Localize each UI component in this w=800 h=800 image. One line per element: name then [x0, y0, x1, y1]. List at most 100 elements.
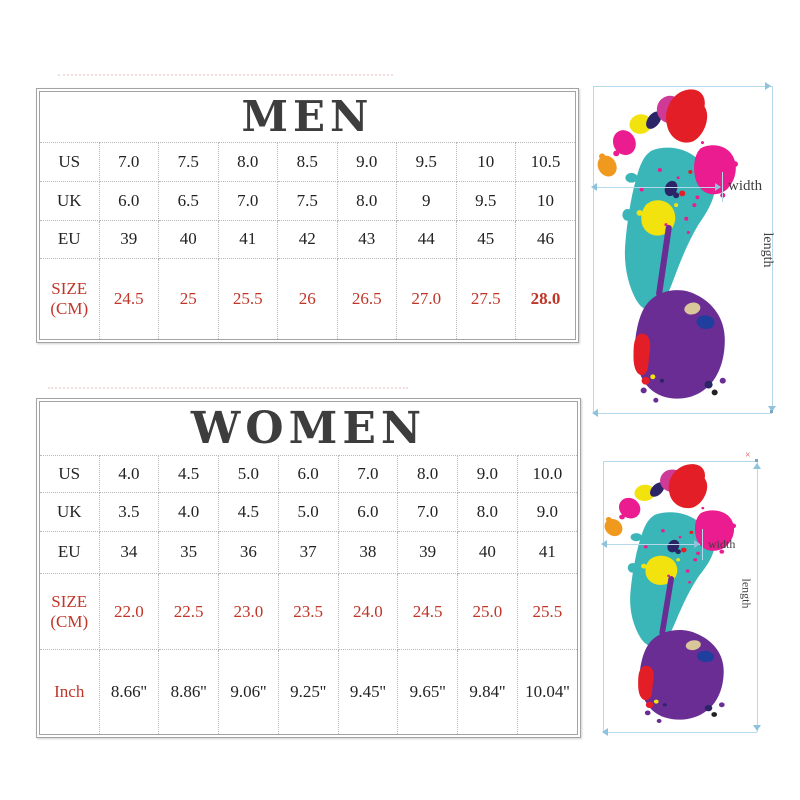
value-cell: 24.5	[397, 572, 458, 651]
row-label: EU	[40, 219, 100, 260]
value-cell: 23.5	[277, 572, 339, 651]
value-cell: 8.66''	[98, 649, 160, 734]
value-cell: 22.5	[158, 572, 219, 651]
left-dimension-line	[603, 461, 604, 732]
value-cell: 4.5	[158, 455, 219, 493]
size-row: UK 3.5 4.0 4.5 5.0 6.0 7.0 8.0 9.0	[40, 491, 577, 533]
men-size-table: MEN US 7.0 7.5 8.0 8.5 9.0 9.5 10 10.5 UK 6.0 6.5 7.0…	[36, 88, 579, 343]
value-cell: 24.0	[337, 572, 399, 651]
men-table-body: MEN US 7.0 7.5 8.0 8.5 9.0 9.5 10 10.5 UK 6.0 6.5 7.0…	[40, 92, 575, 339]
right-dimension-line	[757, 461, 758, 732]
row-label: US	[40, 142, 100, 182]
value-cell: 25.5	[516, 572, 577, 651]
value-cell: 25.5	[217, 258, 278, 339]
width-extension-bar	[722, 172, 723, 202]
value-cell: 6.0	[277, 455, 339, 493]
value-cell: 22.0	[98, 572, 160, 651]
width-dimension-line	[593, 187, 720, 188]
value-cell: 27.5	[455, 258, 516, 339]
top-dimension-line	[603, 461, 757, 462]
value-cell: 8.0	[457, 491, 518, 533]
arrowhead-icon	[768, 406, 776, 412]
value-cell: 37	[277, 531, 339, 574]
row-label: SIZE (CM)	[40, 258, 100, 339]
value-cell: 41	[516, 531, 577, 574]
arrowhead-icon	[753, 463, 761, 469]
value-cell: 7.5	[277, 180, 338, 221]
width-extension-bar	[702, 529, 703, 560]
value-cell: 9.0	[336, 142, 397, 182]
faint-smudge-line	[58, 74, 393, 76]
bottom-dimension-line	[593, 413, 772, 414]
width-dimension-line	[603, 544, 700, 545]
arrowhead-icon	[601, 540, 607, 548]
women-size-table: WOMEN US 4.0 4.5 5.0 6.0 7.0 8.0 9.0 10.0 UK 3.5 4.0…	[36, 398, 581, 738]
corner-tick	[755, 459, 758, 462]
value-cell: 9.65''	[397, 649, 458, 734]
value-cell: 9.5	[455, 180, 516, 221]
size-row: UK 6.0 6.5 7.0 7.5 8.0 9 9.5 10	[40, 180, 575, 221]
table-title: MEN	[40, 92, 575, 144]
title-row: WOMEN	[40, 402, 577, 457]
size-row: Inch 8.66'' 8.86'' 9.06'' 9.25'' 9.45'' 9.65''…	[40, 649, 577, 734]
value-cell: 10.0	[516, 455, 577, 493]
size-row: SIZE (CM) 24.5 25 25.5 26 26.5 27.0 27.5 28.0	[40, 258, 575, 339]
women-size-table-inner: WOMEN US 4.0 4.5 5.0 6.0 7.0 8.0 9.0 10.0 UK 3.5 4.0…	[39, 401, 578, 735]
value-cell: 44	[396, 219, 457, 260]
value-cell: 36	[218, 531, 279, 574]
arrowhead-icon	[591, 183, 597, 191]
value-cell: 9.5	[396, 142, 457, 182]
value-cell: 4.0	[158, 491, 219, 533]
row-label: UK	[40, 491, 100, 533]
value-cell: 38	[337, 531, 399, 574]
top-dimension-line	[593, 86, 772, 87]
corner-x-mark: ×	[745, 450, 751, 461]
arrowhead-icon	[694, 540, 700, 548]
value-cell: 9	[396, 180, 457, 221]
value-cell: 35	[158, 531, 219, 574]
arrowhead-icon	[715, 183, 721, 191]
value-cell: 25.0	[457, 572, 518, 651]
footprint-paint-graphic	[604, 464, 737, 723]
women-table-body: WOMEN US 4.0 4.5 5.0 6.0 7.0 8.0 9.0 10.0 UK 3.5 4.0…	[40, 402, 577, 734]
width-label: width	[708, 537, 736, 551]
value-cell: 41	[217, 219, 278, 260]
value-cell: 6.5	[158, 180, 219, 221]
value-cell: 45	[455, 219, 516, 260]
arrowhead-icon	[753, 725, 761, 731]
value-cell: 10	[515, 180, 575, 221]
value-cell: 5.0	[218, 455, 279, 493]
size-row: EU 34 35 36 37 38 39 40 41	[40, 531, 577, 574]
value-cell: 8.86''	[158, 649, 219, 734]
length-label: length	[739, 578, 754, 609]
value-cell: 9.0	[457, 455, 518, 493]
size-row: SIZE (CM) 22.0 22.5 23.0 23.5 24.0 24.5 25.0 25.…	[40, 572, 577, 651]
corner-tick	[770, 410, 773, 413]
value-cell: 40	[158, 219, 219, 260]
value-cell: 3.5	[98, 491, 160, 533]
value-cell: 40	[457, 531, 518, 574]
value-cell: 8.0	[336, 180, 397, 221]
footprint-paint-graphic	[597, 89, 738, 403]
right-dimension-line	[772, 86, 773, 413]
value-cell: 5.0	[277, 491, 339, 533]
value-cell: 10.04''	[516, 649, 577, 734]
left-dimension-line	[593, 86, 594, 413]
table-title: WOMEN	[40, 402, 577, 457]
value-cell: 9.0	[516, 491, 577, 533]
men-size-table-inner: MEN US 7.0 7.5 8.0 8.5 9.0 9.5 10 10.5 UK 6.0 6.5 7.0…	[39, 91, 576, 340]
value-cell: 26.5	[336, 258, 397, 339]
value-cell: 42	[277, 219, 338, 260]
value-cell: 7.0	[337, 455, 399, 493]
men-size-conversion-table: MEN US 7.0 7.5 8.0 8.5 9.0 9.5 10 10.5 UK 6.0 6.5 7.0…	[40, 92, 575, 339]
value-cell: 9.25''	[277, 649, 339, 734]
value-cell: 4.5	[218, 491, 279, 533]
value-cell: 39	[98, 219, 159, 260]
row-label: US	[40, 455, 100, 493]
row-label: EU	[40, 531, 100, 574]
value-cell: 8.0	[217, 142, 278, 182]
arrowhead-icon	[592, 409, 598, 417]
arrowhead-icon	[765, 82, 771, 90]
value-cell: 7.0	[98, 142, 159, 182]
